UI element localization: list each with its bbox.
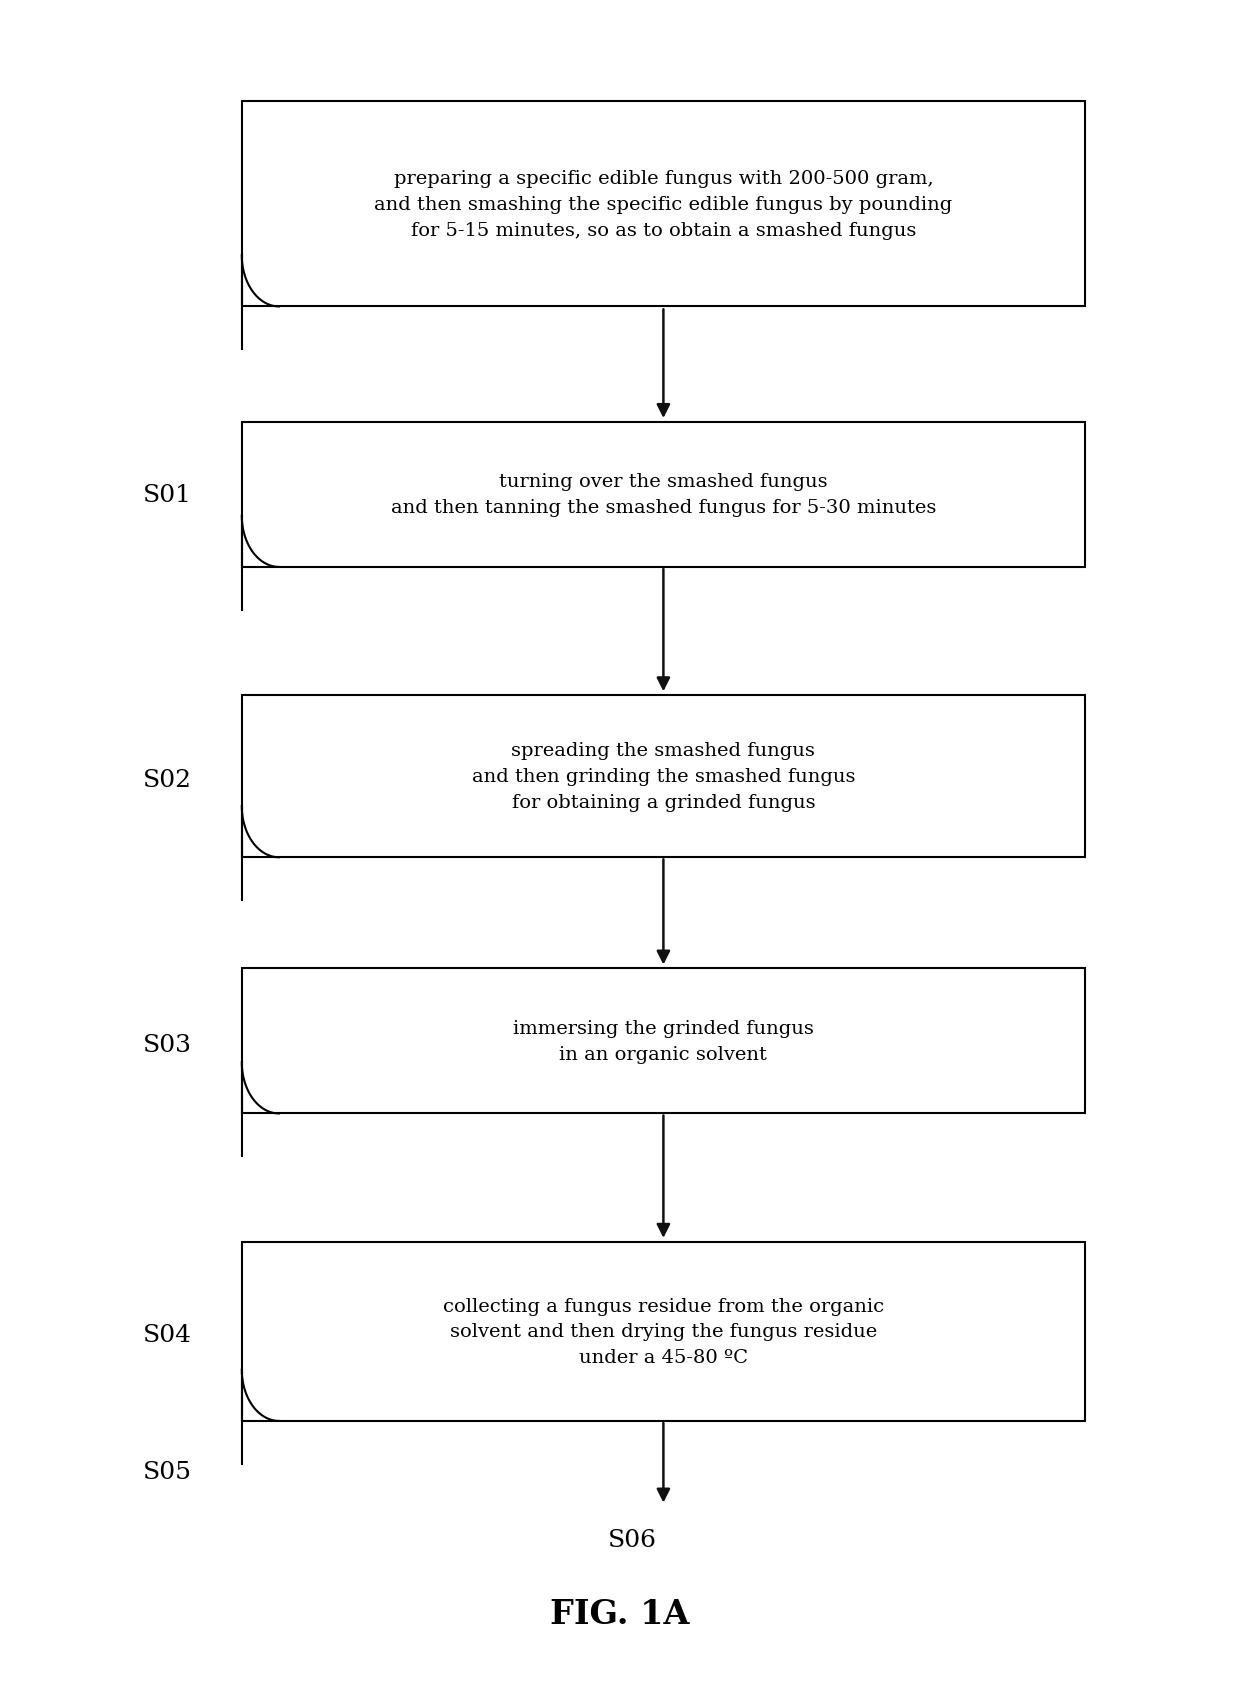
- Text: S05: S05: [143, 1459, 192, 1483]
- Text: collecting a fungus residue from the organic
solvent and then drying the fungus : collecting a fungus residue from the org…: [443, 1297, 884, 1366]
- Text: turning over the smashed fungus
and then tanning the smashed fungus for 5-30 min: turning over the smashed fungus and then…: [391, 473, 936, 517]
- Bar: [242, 102, 1085, 307]
- Text: S02: S02: [143, 768, 192, 792]
- Text: S06: S06: [608, 1528, 657, 1552]
- Bar: [242, 1243, 1085, 1420]
- Text: preparing a specific edible fungus with 200-500 gram,
and then smashing the spec: preparing a specific edible fungus with …: [374, 171, 952, 239]
- Bar: [242, 968, 1085, 1113]
- Text: FIG. 1A: FIG. 1A: [551, 1596, 689, 1630]
- Bar: [242, 695, 1085, 857]
- Text: immersing the grinded fungus
in an organic solvent: immersing the grinded fungus in an organ…: [513, 1019, 813, 1063]
- Text: S04: S04: [143, 1323, 192, 1347]
- Text: spreading the smashed fungus
and then grinding the smashed fungus
for obtaining : spreading the smashed fungus and then gr…: [471, 743, 856, 811]
- Text: S01: S01: [143, 483, 191, 507]
- Text: S03: S03: [143, 1033, 192, 1057]
- Bar: [242, 423, 1085, 567]
